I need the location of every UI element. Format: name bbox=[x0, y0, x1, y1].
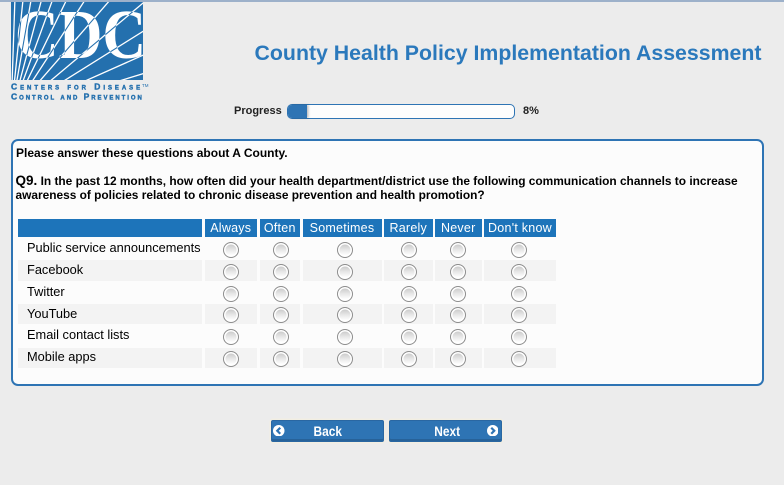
svg-text:Control and Prevention: Control and Prevention bbox=[11, 92, 144, 102]
svg-text:Centers for Disease: Centers for Disease bbox=[11, 82, 143, 92]
svg-text:TM: TM bbox=[142, 83, 149, 88]
